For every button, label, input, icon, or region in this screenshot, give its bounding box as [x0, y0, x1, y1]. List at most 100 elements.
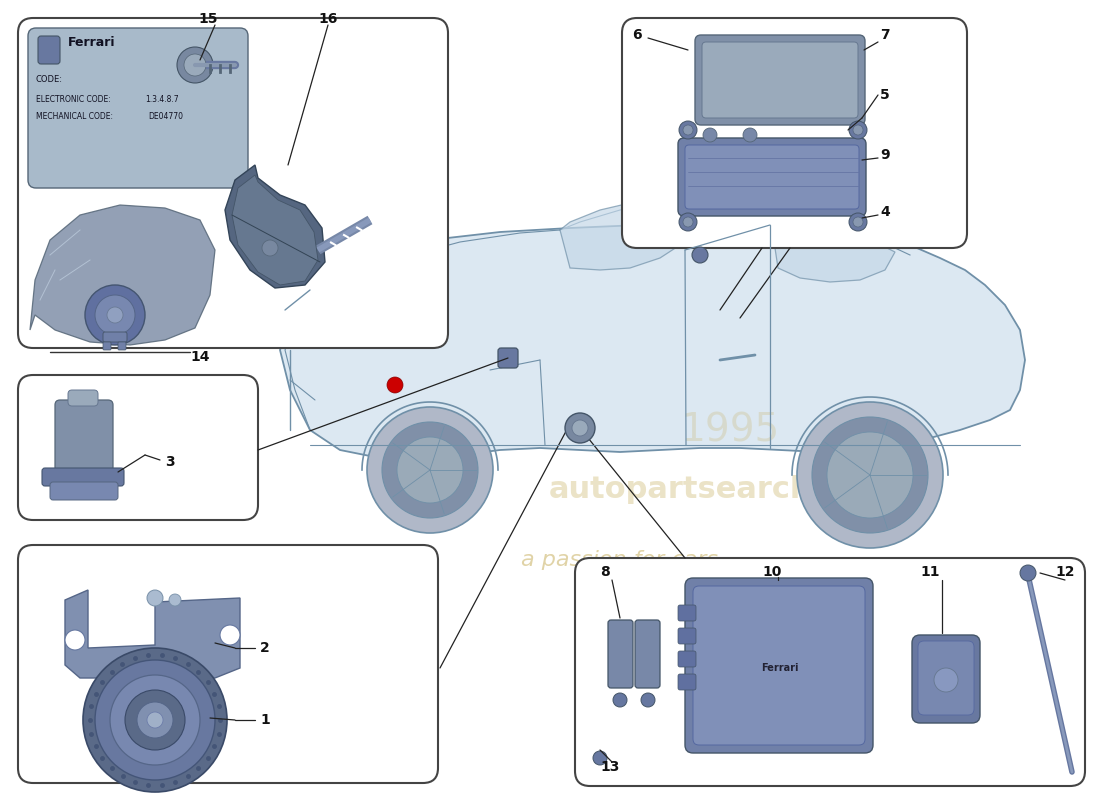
Text: 7: 7	[880, 28, 890, 42]
FancyBboxPatch shape	[498, 348, 518, 368]
Polygon shape	[232, 175, 318, 285]
FancyBboxPatch shape	[18, 545, 438, 783]
Circle shape	[110, 675, 200, 765]
Text: autopartsearch: autopartsearch	[548, 475, 812, 505]
Text: 1995: 1995	[681, 411, 780, 449]
FancyBboxPatch shape	[103, 342, 111, 350]
Text: 4: 4	[880, 205, 890, 219]
Polygon shape	[770, 210, 895, 282]
Circle shape	[387, 377, 403, 393]
Text: 9: 9	[880, 148, 890, 162]
Text: 13: 13	[600, 760, 619, 774]
Circle shape	[82, 648, 227, 792]
Circle shape	[1020, 565, 1036, 581]
Circle shape	[169, 594, 182, 606]
FancyBboxPatch shape	[575, 558, 1085, 786]
Circle shape	[572, 420, 588, 436]
FancyBboxPatch shape	[621, 18, 967, 248]
Text: 2: 2	[260, 641, 270, 655]
FancyBboxPatch shape	[693, 586, 865, 745]
Circle shape	[849, 121, 867, 139]
Circle shape	[934, 668, 958, 692]
FancyBboxPatch shape	[918, 641, 974, 715]
Text: 10: 10	[762, 565, 781, 579]
FancyBboxPatch shape	[118, 342, 127, 350]
Circle shape	[85, 285, 145, 345]
Text: MECHANICAL CODE:: MECHANICAL CODE:	[36, 112, 113, 121]
Circle shape	[827, 432, 913, 518]
Circle shape	[107, 307, 123, 323]
Circle shape	[95, 295, 135, 335]
Text: 3: 3	[165, 455, 175, 469]
Circle shape	[679, 121, 697, 139]
Circle shape	[138, 702, 173, 738]
Text: Ferrari: Ferrari	[761, 663, 799, 673]
FancyBboxPatch shape	[695, 35, 865, 125]
FancyBboxPatch shape	[635, 620, 660, 688]
Circle shape	[593, 751, 607, 765]
FancyBboxPatch shape	[702, 42, 858, 118]
FancyBboxPatch shape	[28, 28, 248, 188]
FancyBboxPatch shape	[678, 674, 696, 690]
Circle shape	[382, 422, 478, 518]
Polygon shape	[280, 222, 1025, 460]
Text: 16: 16	[318, 12, 338, 26]
Circle shape	[65, 630, 85, 650]
Polygon shape	[65, 590, 240, 678]
Text: 6: 6	[632, 28, 641, 42]
FancyBboxPatch shape	[68, 390, 98, 406]
Text: 1: 1	[260, 713, 270, 727]
Text: a passion for cars: a passion for cars	[521, 550, 718, 570]
Text: ELECTRONIC CODE:: ELECTRONIC CODE:	[36, 95, 111, 104]
FancyBboxPatch shape	[39, 36, 60, 64]
Text: DE04770: DE04770	[148, 112, 183, 121]
Circle shape	[262, 240, 278, 256]
Polygon shape	[226, 165, 324, 288]
Text: 1.3.4.8.7: 1.3.4.8.7	[145, 95, 178, 104]
Circle shape	[812, 417, 928, 533]
Text: 12: 12	[1055, 565, 1075, 579]
Polygon shape	[560, 200, 685, 270]
Circle shape	[184, 54, 206, 76]
Polygon shape	[30, 205, 214, 345]
Text: 8: 8	[600, 565, 609, 579]
FancyBboxPatch shape	[912, 635, 980, 723]
Circle shape	[849, 213, 867, 231]
Circle shape	[367, 407, 493, 533]
FancyBboxPatch shape	[608, 620, 632, 688]
Text: CODE:: CODE:	[36, 75, 63, 84]
FancyBboxPatch shape	[18, 375, 258, 520]
Circle shape	[798, 402, 943, 548]
Circle shape	[683, 125, 693, 135]
Text: 11: 11	[920, 565, 939, 579]
Circle shape	[703, 128, 717, 142]
Circle shape	[147, 712, 163, 728]
Text: 15: 15	[198, 12, 218, 26]
Text: Ferrari: Ferrari	[68, 36, 116, 49]
FancyBboxPatch shape	[685, 145, 859, 209]
FancyBboxPatch shape	[50, 482, 118, 500]
FancyBboxPatch shape	[678, 651, 696, 667]
Circle shape	[613, 693, 627, 707]
FancyBboxPatch shape	[18, 18, 448, 348]
Text: 14: 14	[190, 350, 210, 364]
Circle shape	[852, 217, 864, 227]
Circle shape	[220, 625, 240, 645]
Circle shape	[177, 47, 213, 83]
Circle shape	[683, 217, 693, 227]
FancyBboxPatch shape	[103, 332, 127, 342]
Circle shape	[565, 413, 595, 443]
FancyBboxPatch shape	[685, 578, 873, 753]
FancyBboxPatch shape	[678, 628, 696, 644]
Text: 5: 5	[880, 88, 890, 102]
Circle shape	[641, 693, 654, 707]
FancyBboxPatch shape	[678, 138, 866, 216]
Circle shape	[692, 247, 708, 263]
Circle shape	[742, 128, 757, 142]
Circle shape	[147, 590, 163, 606]
Circle shape	[95, 660, 214, 780]
FancyBboxPatch shape	[55, 400, 113, 472]
Circle shape	[125, 690, 185, 750]
FancyBboxPatch shape	[42, 468, 124, 486]
FancyBboxPatch shape	[678, 605, 696, 621]
